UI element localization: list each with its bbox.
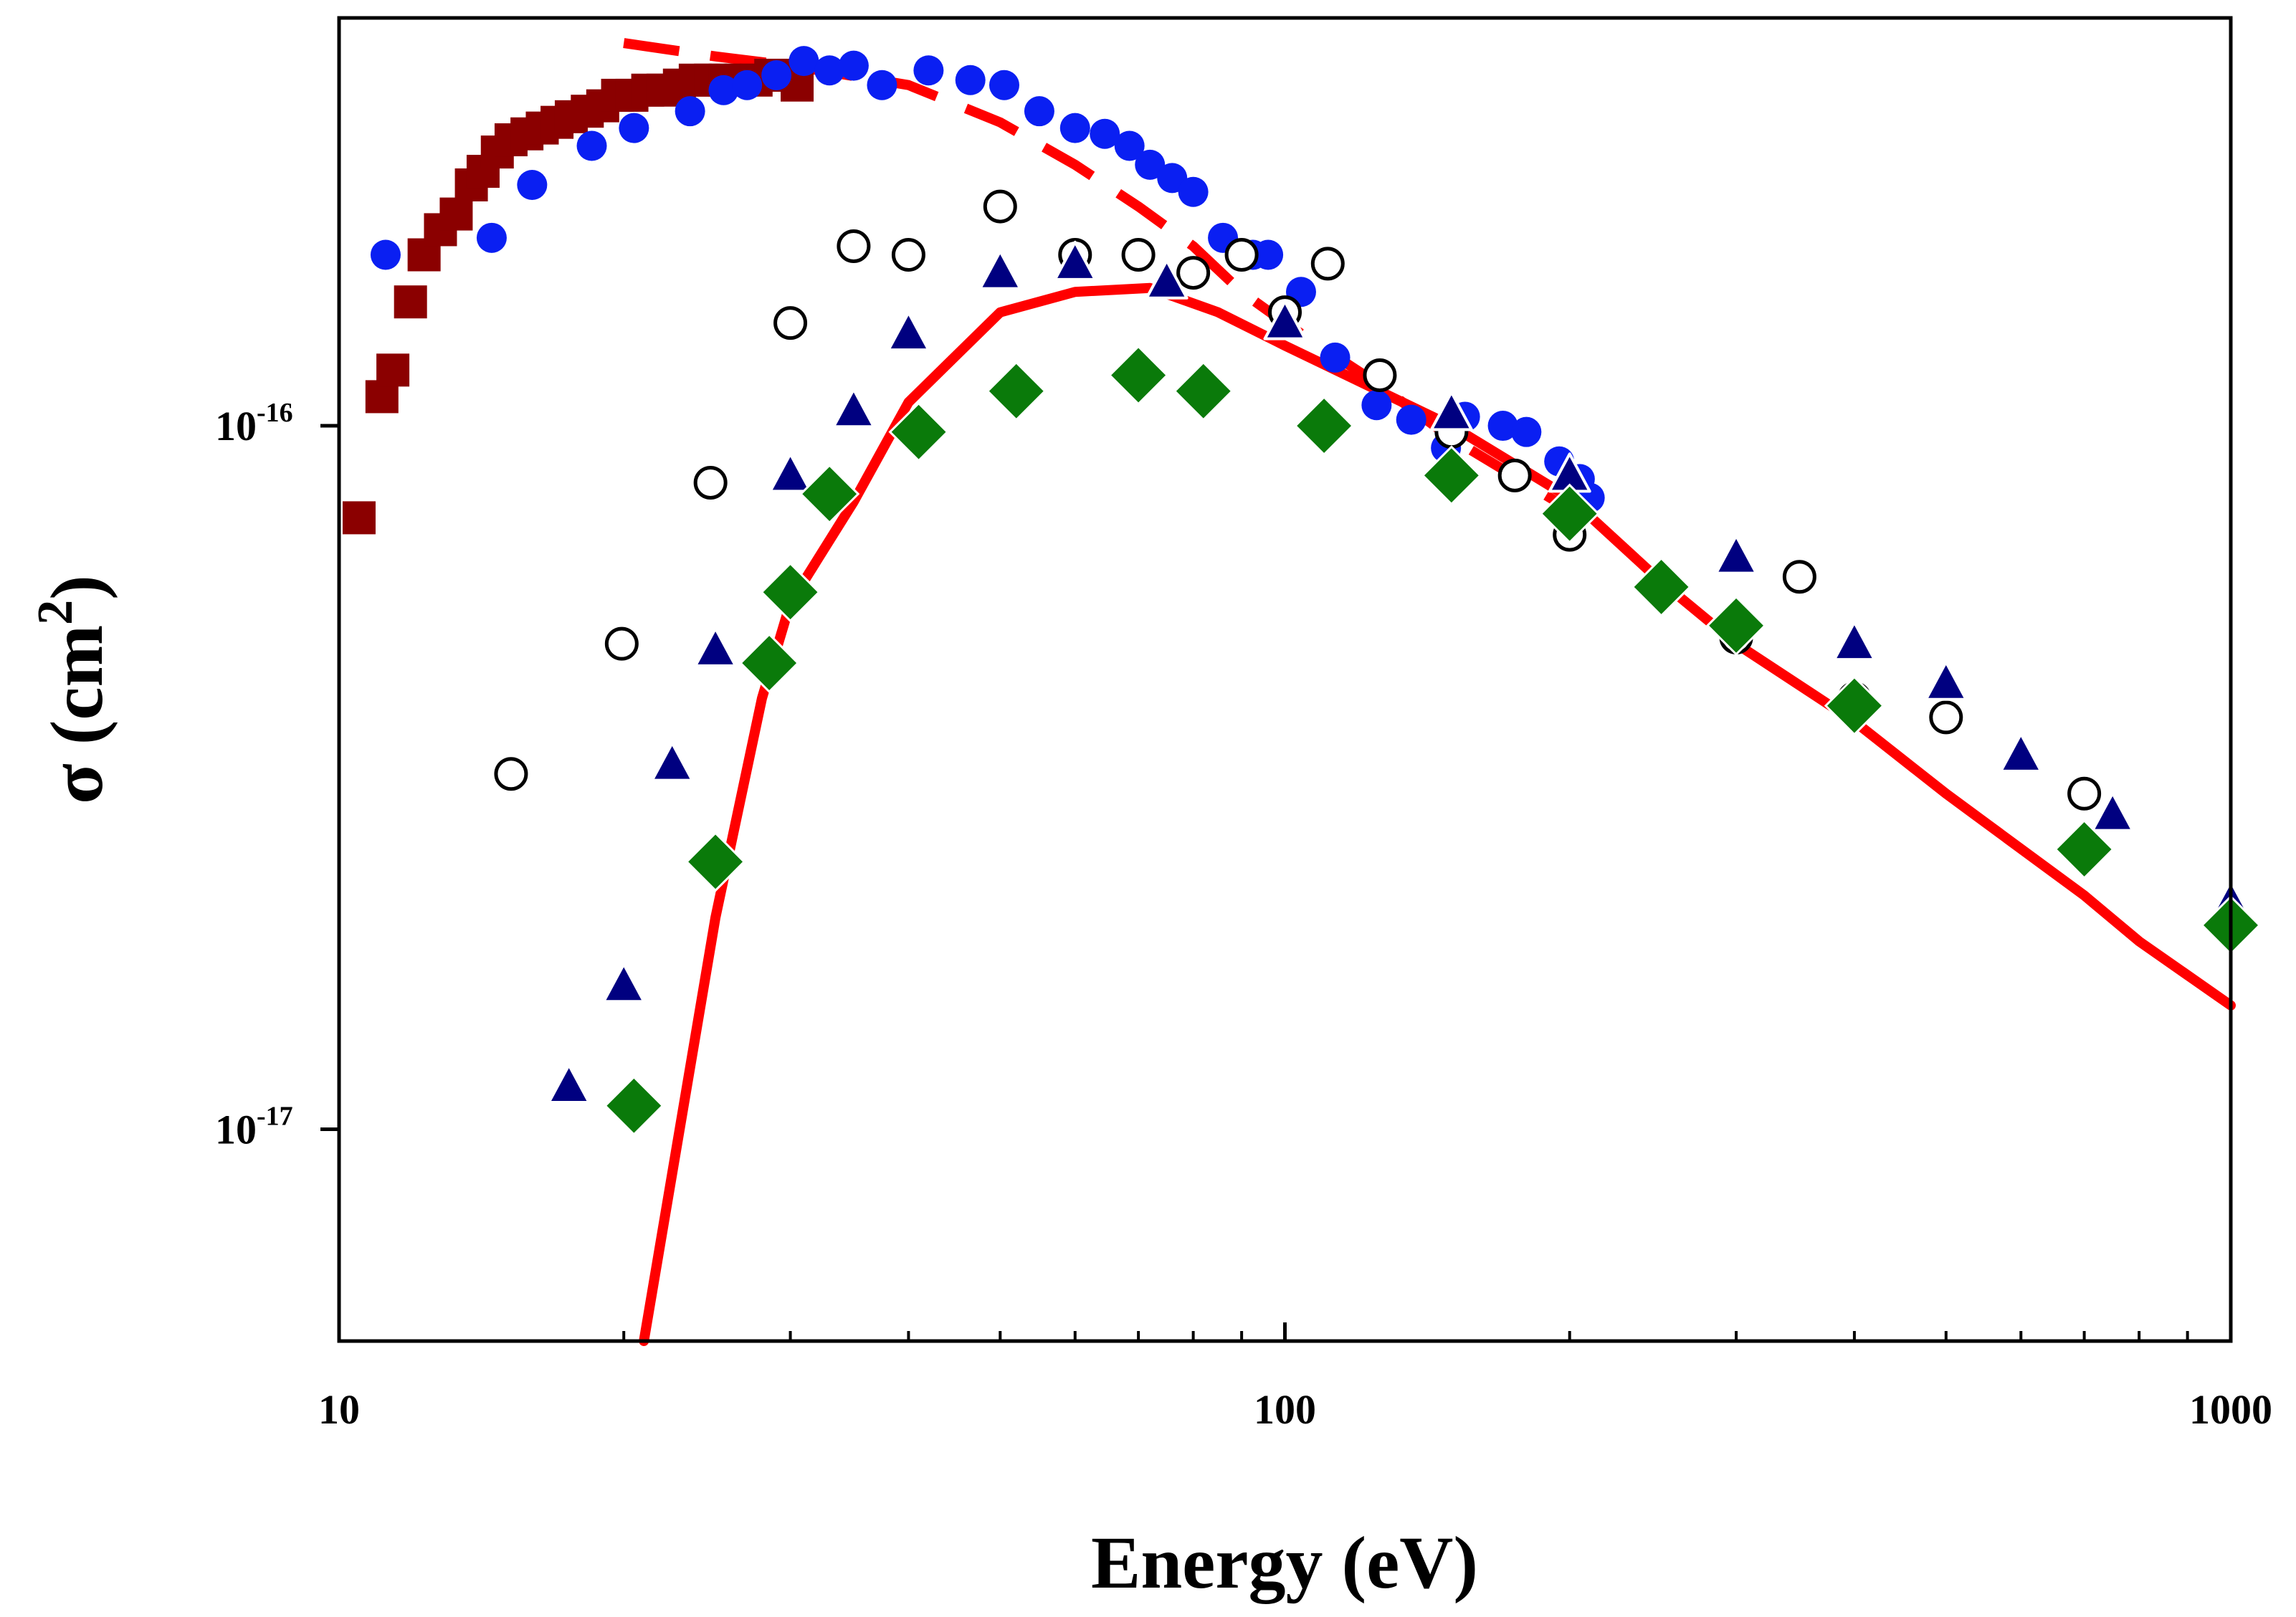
open-circle-point	[891, 238, 925, 272]
open-circle-point	[1176, 256, 1211, 290]
circle-point	[761, 59, 792, 90]
open-circle-point	[693, 465, 728, 500]
circle-point	[789, 46, 819, 77]
square-point	[376, 353, 410, 387]
circle-point	[1059, 113, 1090, 143]
open-circle-point	[2067, 776, 2102, 811]
dashed-curve-line	[623, 38, 1573, 514]
diamond-point	[1107, 345, 1169, 406]
x-tick-label: 10	[318, 1386, 360, 1433]
circle-point	[1361, 390, 1392, 421]
circle-point	[708, 75, 739, 105]
open-circle-point	[1782, 560, 1816, 594]
diamond-point	[739, 632, 800, 694]
y-axis-title-sup: 2	[28, 600, 83, 625]
square-point	[394, 285, 427, 319]
circle-point	[1178, 176, 1209, 207]
open-circle-point	[1121, 238, 1156, 272]
triangle-point	[2091, 791, 2135, 832]
open-circle-point	[1363, 358, 1397, 393]
circle-point	[732, 70, 763, 100]
triangle-point	[978, 249, 1022, 290]
y-axis-title-end: )	[36, 575, 118, 600]
diamond-point	[1293, 395, 1355, 457]
square-point	[342, 501, 376, 535]
diamond-point	[760, 562, 821, 623]
triangle-point	[694, 626, 738, 667]
y-tick-label: 10-17	[215, 1102, 293, 1153]
triangle-point	[832, 388, 875, 429]
circle-point	[1396, 404, 1426, 435]
circle-point	[867, 70, 897, 100]
diamond-point	[799, 464, 860, 525]
triangle-point	[547, 1063, 591, 1104]
open-circle-point	[1310, 247, 1345, 281]
circle-point	[838, 50, 869, 81]
triangle-point	[602, 963, 646, 1003]
x-axis-title: Energy (eV)	[1091, 1522, 1478, 1604]
y-tick-label: 10-16	[215, 398, 293, 449]
diamond-point	[986, 361, 1047, 421]
circle-point	[1320, 342, 1351, 373]
circle-point	[989, 70, 1019, 100]
open-circle-point	[1929, 700, 1963, 735]
triangle-point	[1053, 240, 1097, 281]
diamond-point	[2054, 819, 2115, 880]
open-circle-point	[1224, 238, 1259, 272]
circle-point	[619, 113, 649, 143]
y-axis-title-base: σ (cm	[36, 625, 118, 804]
circle-point	[814, 55, 845, 86]
circle-point	[1511, 416, 1542, 447]
diamond-point	[1539, 483, 1600, 544]
circle-point	[370, 239, 401, 270]
triangle-point	[887, 311, 930, 352]
triangle-series	[547, 240, 2252, 1104]
open-circle-point	[604, 626, 639, 661]
triangle-point	[1832, 621, 1876, 662]
circle-point	[675, 96, 705, 127]
x-tick-label: 1000	[2189, 1386, 2272, 1433]
circle-point	[1114, 130, 1145, 161]
diamond-point	[1421, 445, 1482, 506]
triangle-point	[1263, 300, 1307, 340]
open-circle-point	[837, 229, 871, 264]
diamond-point	[1173, 361, 1234, 421]
triangle-point	[1145, 259, 1189, 300]
triangle-point	[1924, 660, 1968, 701]
diamond-point	[685, 831, 746, 892]
circle-point	[1024, 96, 1054, 127]
circle-point	[1090, 118, 1120, 149]
open-circle-point	[773, 306, 808, 340]
diamond-point	[1631, 556, 1692, 618]
triangle-point	[768, 452, 812, 493]
triangle-point	[1429, 391, 1473, 431]
diamond-series	[604, 345, 2262, 1136]
circle-point	[955, 65, 986, 95]
x-tick-label: 100	[1254, 1386, 1316, 1433]
triangle-point	[1999, 732, 2043, 773]
open-circle-point	[1497, 458, 1532, 492]
y-axis-title: σ (cm2)	[28, 575, 118, 804]
circle-point	[1135, 149, 1166, 180]
circle-point	[1487, 411, 1518, 442]
square-series	[342, 58, 814, 535]
triangle-point	[1715, 534, 1758, 575]
triangle-point	[650, 741, 694, 782]
diamond-point	[1824, 675, 1885, 736]
diamond-point	[1705, 595, 1767, 656]
tick-layer: 10 100 1000 10-16 10-17	[215, 398, 2272, 1433]
circle-point	[1253, 239, 1284, 270]
diamond-point	[604, 1075, 664, 1136]
square-point	[439, 197, 473, 231]
open-circle-point	[494, 757, 528, 791]
circle-point	[476, 222, 507, 253]
data-layer	[342, 38, 2262, 1346]
circle-point	[913, 55, 944, 86]
circle-series	[370, 46, 1605, 513]
circle-point	[517, 169, 548, 200]
circle-point	[576, 130, 607, 161]
open-circle-point	[983, 189, 1017, 224]
diamond-point	[888, 401, 949, 462]
